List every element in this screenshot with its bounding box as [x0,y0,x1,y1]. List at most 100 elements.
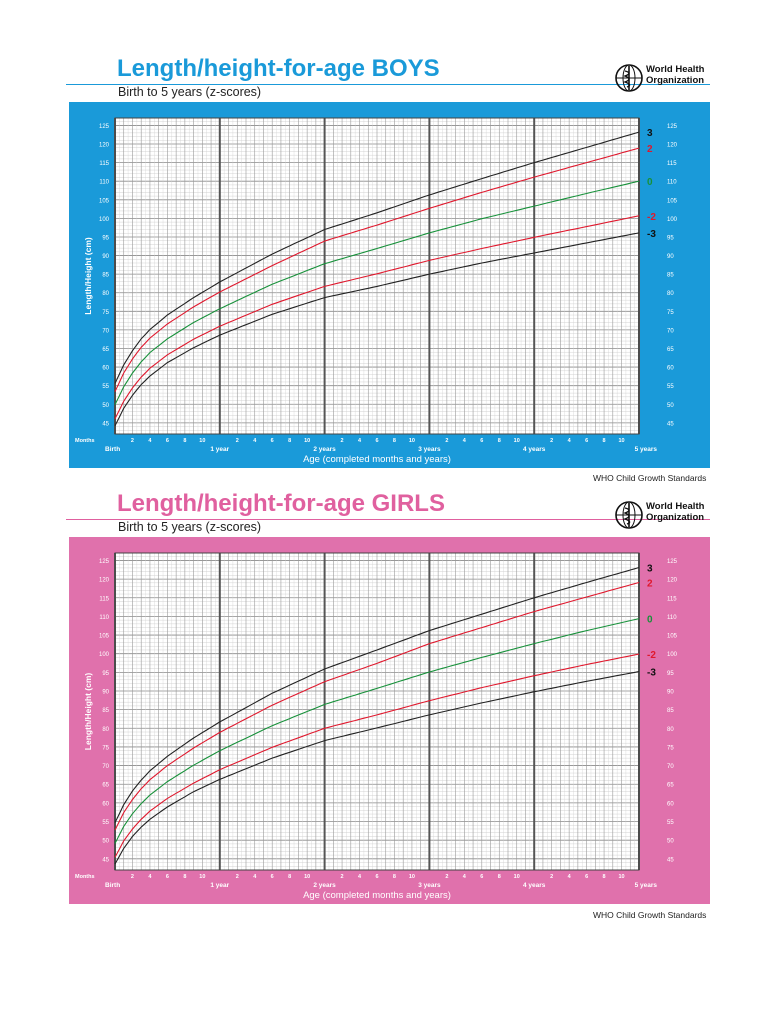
month-tick-label: 10 [304,874,310,880]
y-tick-label-left: 55 [102,384,109,390]
y-tick-label-left: 100 [99,652,110,658]
y-tick-label-right: 125 [667,124,678,130]
month-tick-label: 6 [271,438,274,444]
month-tick-label: 6 [375,438,378,444]
y-tick-label-left: 105 [99,634,110,640]
series-label-z3: 3 [647,128,653,139]
month-tick-label: 10 [618,874,624,880]
y-tick-label-right: 70 [667,764,674,770]
series-label-z0: 0 [647,177,653,188]
month-tick-label: 8 [393,438,396,444]
series-label-z2: 2 [647,144,653,155]
y-tick-label-left: 125 [99,124,110,130]
who-name: World Health Organization [646,501,705,523]
month-tick-label: 2 [236,874,239,880]
series-line-z2 [114,581,640,831]
month-tick-label: 8 [183,874,186,880]
boys-section: Length/height-for-age BOYS Birth to 5 ye… [0,0,768,500]
series-label-z2: 2 [647,578,653,589]
series-line-z-2 [114,215,640,420]
months-label: Months [75,438,95,444]
y-tick-label-left: 65 [102,783,109,789]
y-tick-label-right: 85 [667,273,674,279]
year-label: 5 years [635,882,658,889]
y-tick-label-left: 85 [102,708,109,714]
month-tick-label: 4 [148,874,152,880]
y-tick-label-left: 95 [102,235,109,241]
y-tick-label-left: 100 [99,217,110,223]
month-tick-label: 10 [409,874,415,880]
year-label: 1 year [210,446,229,453]
y-tick-label-right: 125 [667,559,678,565]
y-tick-label-left: 120 [99,578,110,584]
month-tick-label: 10 [409,438,415,444]
month-tick-label: 2 [131,874,134,880]
x-axis-title: Age (completed months and years) [303,454,451,465]
y-tick-label-right: 60 [667,366,674,372]
title-rule [66,84,710,85]
year-label: 4 years [523,446,546,453]
y-tick-label-left: 115 [99,161,109,167]
series-line-z-2 [114,653,640,858]
y-tick-label-right: 115 [667,596,677,602]
y-tick-label-left: 75 [102,745,109,751]
y-axis-title: Length/Height (cm) [83,237,93,315]
chart-footer: WHO Child Growth Standards [593,473,707,483]
y-tick-label-left: 120 [99,143,110,149]
y-tick-label-right: 75 [667,745,674,751]
year-label: 2 years [313,446,336,453]
grid [114,552,640,871]
who-emblem-icon [615,501,643,529]
x-axis-title: Age (completed months and years) [303,890,451,901]
series-label-z-2: -2 [647,212,656,223]
month-tick-label: 4 [148,438,152,444]
y-tick-label-right: 85 [667,708,674,714]
month-tick-label: 2 [550,438,553,444]
month-tick-label: 4 [358,874,362,880]
y-tick-label-right: 65 [667,783,674,789]
month-tick-label: 8 [393,874,396,880]
month-tick-label: 8 [498,438,501,444]
series-label-z-2: -2 [647,650,656,661]
y-tick-label-right: 120 [667,578,678,584]
plot-border [114,552,640,871]
y-tick-label-left: 80 [102,727,109,733]
y-tick-label-left: 50 [102,403,109,409]
y-axis-title: Length/Height (cm) [83,673,93,751]
month-tick-label: 10 [199,438,205,444]
series-line-z-3 [114,232,640,427]
month-tick-label: 2 [341,438,344,444]
girls-chart-panel: 45 45 50 50 55 55 60 60 65 65 70 70 75 75 80 80 85 85 90 90… [69,537,710,904]
y-tick-label-left: 50 [102,839,109,845]
y-tick-label-right: 80 [667,727,674,733]
y-tick-label-left: 110 [99,615,109,621]
year-label: 5 years [635,446,658,453]
y-tick-label-left: 90 [102,689,109,695]
y-tick-label-right: 55 [667,384,674,390]
year-label: 3 years [418,446,441,453]
month-tick-label: 6 [375,874,378,880]
y-tick-label-left: 45 [102,421,109,427]
y-tick-label-right: 105 [667,198,678,204]
month-tick-label: 8 [603,874,606,880]
y-tick-label-left: 115 [99,596,109,602]
year-label: 3 years [418,882,441,889]
y-tick-label-left: 110 [99,180,109,186]
chart-footer: WHO Child Growth Standards [593,910,707,920]
month-tick-label: 4 [463,874,467,880]
month-tick-label: 6 [166,438,169,444]
y-tick-label-left: 60 [102,366,109,372]
title-rule [66,519,710,520]
y-tick-label-right: 120 [667,143,678,149]
y-tick-label-right: 115 [667,161,677,167]
series-label-z3: 3 [647,564,653,575]
y-tick-label-left: 65 [102,347,109,353]
series-line-z-3 [114,671,640,865]
y-tick-label-right: 100 [667,652,678,658]
y-tick-label-left: 60 [102,801,109,807]
month-tick-label: 10 [514,874,520,880]
y-tick-label-left: 55 [102,820,109,826]
